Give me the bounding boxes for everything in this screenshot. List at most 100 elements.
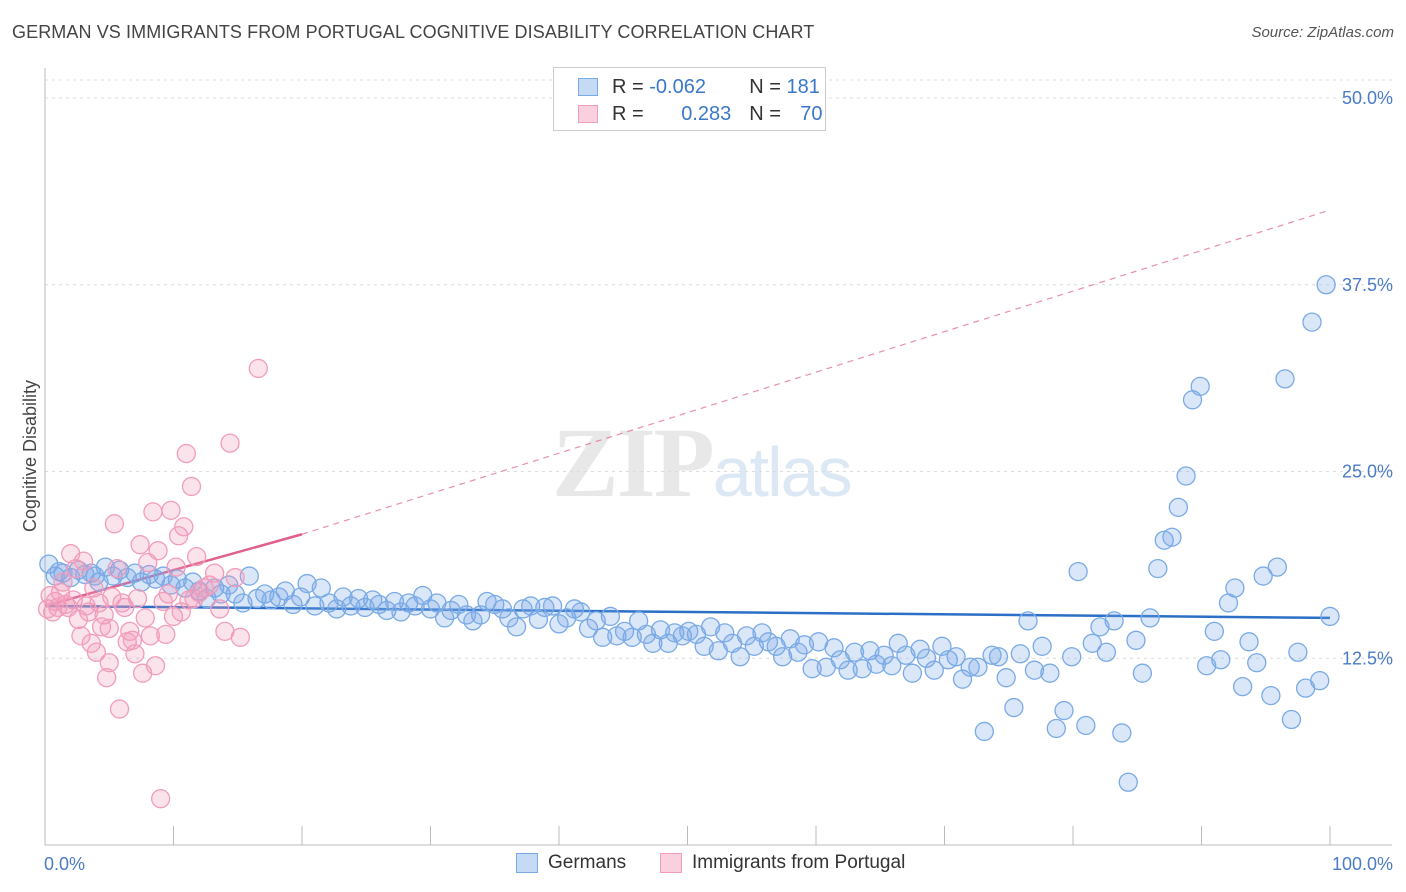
point-portugal <box>184 588 204 609</box>
point-portugal <box>174 517 194 537</box>
chart-title: GERMAN VS IMMIGRANTS FROM PORTUGAL COGNI… <box>12 22 815 42</box>
x-tick-label: 100.0% <box>1332 854 1393 874</box>
point-germans <box>355 597 375 618</box>
watermark-zip: ZIP <box>552 407 715 518</box>
point-germans <box>896 645 916 665</box>
point-portugal <box>104 514 125 534</box>
point-germans <box>239 566 259 586</box>
legend-row-germans: R = -0.062 N = 181 <box>578 74 820 100</box>
point-germans <box>1267 557 1287 577</box>
point-portugal <box>199 575 220 595</box>
point-portugal <box>97 668 117 688</box>
point-germans <box>952 669 973 689</box>
point-germans <box>1024 660 1045 680</box>
point-germans <box>1010 644 1030 664</box>
point-portugal <box>230 627 250 647</box>
point-germans <box>614 621 635 642</box>
point-germans <box>1211 650 1231 670</box>
point-germans <box>838 660 858 680</box>
legend-r-value: -0.062 <box>649 75 706 98</box>
point-portugal <box>140 626 161 646</box>
point-germans <box>549 614 569 634</box>
point-portugal <box>166 557 186 577</box>
source-credit: Source: ZipAtlas.com <box>1251 24 1394 41</box>
point-portugal <box>86 642 107 662</box>
point-germans <box>1154 530 1174 550</box>
point-germans <box>327 599 347 619</box>
point-germans <box>874 645 894 665</box>
point-portugal <box>48 597 68 618</box>
point-portugal <box>84 578 104 598</box>
y-tick-label: 37.5% <box>1342 275 1393 295</box>
point-germans <box>1148 558 1168 579</box>
trend-line-extension-portugal <box>301 209 1331 535</box>
point-germans <box>916 648 937 668</box>
point-germans <box>1004 697 1024 718</box>
point-germans <box>1076 715 1096 736</box>
point-germans <box>1310 671 1330 691</box>
point-germans <box>1316 275 1336 295</box>
point-portugal <box>210 599 230 619</box>
point-germans <box>1168 497 1189 518</box>
point-portugal <box>91 617 112 637</box>
point-portugal <box>148 541 168 561</box>
point-germans <box>1320 606 1340 627</box>
point-portugal <box>99 653 119 673</box>
point-portugal <box>143 502 163 522</box>
point-germans <box>1046 718 1066 739</box>
point-germans <box>924 660 944 680</box>
point-germans <box>384 591 405 612</box>
point-germans <box>888 633 908 653</box>
x-tick-label: 0.0% <box>44 854 85 874</box>
point-germans <box>449 594 469 615</box>
point-portugal <box>186 547 207 567</box>
point-germans <box>960 657 980 677</box>
point-germans <box>305 596 325 616</box>
tick-labels: 12.5% 25.0% 37.5% 50.0% 0.0% 100.0% <box>44 88 1393 874</box>
point-portugal <box>127 588 148 609</box>
point-germans <box>1054 700 1074 721</box>
correlation-legend: R = -0.062 N = 181 R = 0.283 N = 70 <box>553 67 826 131</box>
point-germans <box>571 602 591 622</box>
point-germans <box>1040 663 1060 683</box>
point-germans <box>311 578 331 598</box>
point-germans <box>1104 611 1124 631</box>
point-germans <box>1112 723 1132 743</box>
point-germans <box>700 617 721 637</box>
point-germans <box>1288 642 1308 662</box>
point-portugal <box>204 563 225 583</box>
point-germans <box>542 596 563 616</box>
point-germans <box>434 608 455 628</box>
point-germans <box>679 621 699 642</box>
point-germans <box>1232 676 1253 697</box>
point-portugal <box>135 608 155 628</box>
point-germans <box>715 623 735 643</box>
point-portugal <box>71 626 91 646</box>
axes <box>44 68 1392 846</box>
legend-r-value: 0.283 <box>681 102 732 125</box>
point-germans <box>477 591 497 612</box>
point-germans <box>463 611 483 631</box>
series-swatch-portugal <box>660 853 682 873</box>
point-germans <box>1132 663 1153 683</box>
point-portugal <box>156 624 176 644</box>
point-germans <box>1096 642 1117 662</box>
point-portugal <box>176 443 197 464</box>
legend-swatch-portugal <box>578 105 598 123</box>
point-germans <box>593 627 613 647</box>
trend-lines <box>44 209 1331 620</box>
point-portugal <box>248 358 268 379</box>
point-portugal <box>53 572 73 592</box>
point-portugal <box>109 699 130 719</box>
legend-swatch-germans <box>578 78 598 96</box>
series-legend-germans: Germans <box>516 852 626 874</box>
series-label-germans: Germans <box>548 852 627 873</box>
point-germans <box>39 554 59 574</box>
point-germans <box>736 626 757 646</box>
point-germans <box>802 659 822 679</box>
point-germans <box>824 638 844 658</box>
point-germans <box>1275 369 1295 389</box>
point-portugal <box>81 633 101 653</box>
point-germans <box>1204 621 1224 642</box>
point-germans <box>405 596 425 616</box>
